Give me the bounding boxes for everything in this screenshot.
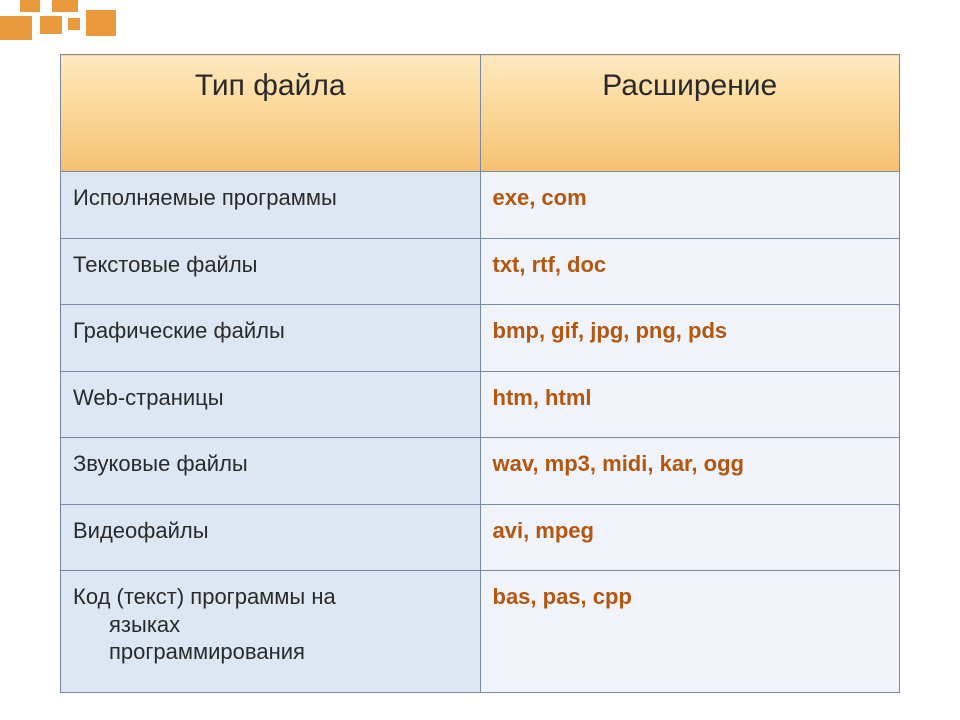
cell-ext: wav, mp3, midi, kar, ogg [480, 438, 900, 505]
decorative-squares [0, 0, 200, 50]
table-row: Звуковые файлы wav, mp3, midi, kar, ogg [61, 438, 900, 505]
table-row: Исполняемые программы exe, com [61, 172, 900, 239]
cell-ext: htm, html [480, 371, 900, 438]
cell-type: Текстовые файлы [61, 238, 481, 305]
cell-type: Исполняемые программы [61, 172, 481, 239]
cell-type: Звуковые файлы [61, 438, 481, 505]
table-row: Графические файлы bmp, gif, jpg, png, pd… [61, 305, 900, 372]
table-row: Код (текст) программы на языках программ… [61, 571, 900, 693]
cell-ext: exe, com [480, 172, 900, 239]
cell-ext: avi, mpeg [480, 504, 900, 571]
col-header-ext: Расширение [480, 55, 900, 172]
cell-type: Код (текст) программы на языках программ… [61, 571, 481, 693]
table-header-row: Тип файла Расширение [61, 55, 900, 172]
table-row: Видеофайлы avi, mpeg [61, 504, 900, 571]
col-header-type: Тип файла [61, 55, 481, 172]
cell-ext: txt, rtf, doc [480, 238, 900, 305]
table-row: Текстовые файлы txt, rtf, doc [61, 238, 900, 305]
cell-type-line: языках [73, 611, 470, 639]
file-types-table-wrap: Тип файла Расширение Исполняемые програм… [60, 54, 900, 693]
cell-type: Видеофайлы [61, 504, 481, 571]
cell-ext: bmp, gif, jpg, png, pds [480, 305, 900, 372]
cell-type-line: Код (текст) программы на [73, 583, 470, 611]
cell-type-line: программирования [73, 638, 470, 666]
file-types-table: Тип файла Расширение Исполняемые програм… [60, 54, 900, 693]
cell-type: Web-страницы [61, 371, 481, 438]
table-row: Web-страницы htm, html [61, 371, 900, 438]
cell-type: Графические файлы [61, 305, 481, 372]
cell-ext: bas, pas, cpp [480, 571, 900, 693]
